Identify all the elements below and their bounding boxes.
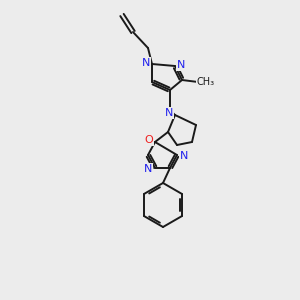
Text: O: O	[145, 135, 153, 145]
Text: N: N	[144, 164, 152, 174]
Text: CH₃: CH₃	[197, 77, 215, 87]
Text: N: N	[142, 58, 150, 68]
Text: N: N	[165, 108, 173, 118]
Text: N: N	[180, 151, 188, 161]
Text: N: N	[177, 60, 185, 70]
